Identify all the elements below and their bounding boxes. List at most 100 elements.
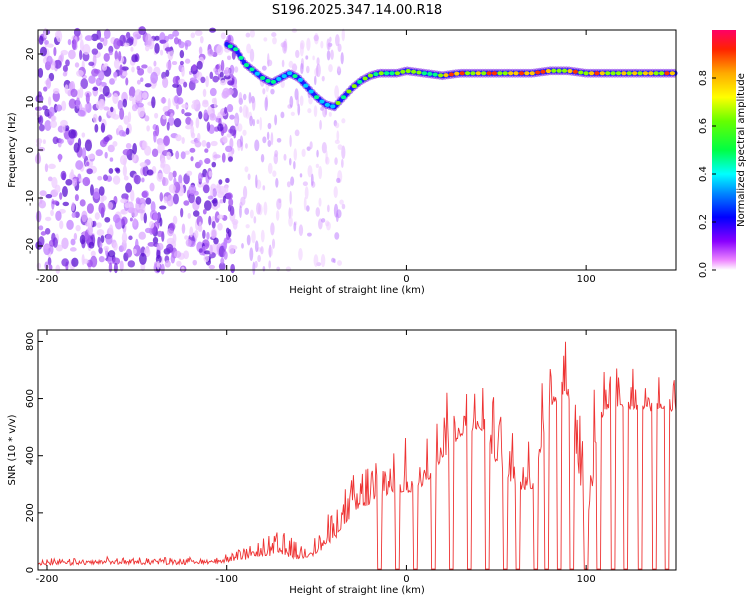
heatmap-cell	[341, 145, 346, 160]
heatmap-cell	[270, 132, 274, 146]
heatmap-cell	[197, 132, 201, 142]
heatmap-cell	[68, 98, 77, 109]
heatmap-cell	[203, 250, 211, 255]
heatmap-cell	[189, 226, 194, 238]
heatmap-cell	[81, 210, 88, 223]
heatmap-cell	[265, 78, 271, 83]
heatmap-cell	[202, 229, 206, 240]
heatmap-cell	[59, 138, 64, 144]
heatmap-cell	[283, 153, 287, 161]
heatmap-cell	[172, 30, 180, 37]
heatmap-cell	[330, 104, 336, 109]
heatmap-cell	[35, 210, 42, 223]
heatmap-cell	[103, 52, 110, 62]
heatmap-cell	[211, 229, 217, 239]
heatmap-cell	[162, 115, 167, 120]
heatmap-cell	[218, 179, 223, 185]
heatmap-cell	[37, 146, 46, 152]
heatmap-cell	[62, 71, 68, 77]
colorbar-tick-label: 0.8	[698, 70, 709, 86]
heatmap-cell	[241, 242, 244, 249]
heatmap-cell	[137, 68, 145, 76]
heatmap-cell	[39, 190, 47, 197]
heatmap-cell	[306, 205, 310, 212]
heatmap-cell	[205, 75, 209, 88]
heatmap-cell	[239, 205, 242, 218]
heatmap-cell	[93, 187, 101, 200]
heatmap-cell	[34, 106, 43, 111]
heatmap-cell	[256, 119, 260, 125]
heatmap-cell	[104, 216, 111, 223]
heatmap-cell	[163, 135, 170, 146]
heatmap-cell	[320, 40, 324, 49]
heatmap-cell	[249, 48, 255, 62]
heatmap-cell	[172, 215, 178, 225]
heatmap-cell	[120, 198, 128, 204]
heatmap-cell	[115, 168, 121, 174]
heatmap-cell	[169, 222, 176, 231]
heatmap-cell	[310, 173, 314, 186]
heatmap-cell	[508, 71, 514, 76]
heatmap-cell	[297, 103, 301, 116]
heatmap-cell	[210, 140, 218, 147]
heatmap-cell	[125, 127, 130, 135]
heatmap-cell	[545, 69, 552, 74]
heatmap-cell	[470, 71, 476, 76]
heatmap-cell	[192, 99, 200, 105]
heatmap-cell	[84, 35, 93, 42]
heatmap-cell	[259, 116, 263, 131]
heatmap-cell	[62, 201, 70, 207]
heatmap-cell	[97, 175, 103, 181]
heatmap-cell	[245, 32, 251, 38]
heatmap-x-axis: -200 -100 0 100	[36, 30, 596, 285]
heatmap-cell	[262, 136, 267, 144]
heatmap-cell	[637, 71, 643, 76]
heatmap-cell	[272, 36, 277, 45]
heatmap-cell	[357, 79, 363, 84]
heatmap-cell	[341, 118, 346, 124]
heatmap-cell	[271, 238, 276, 249]
heatmap-cell	[86, 203, 94, 214]
heatmap-cell	[333, 186, 338, 199]
heatmap-cell	[92, 86, 99, 91]
heatmap-x-tick-label: 0	[403, 274, 409, 285]
heatmap-cell	[234, 66, 239, 73]
heatmap-cell	[156, 172, 164, 182]
heatmap-cell	[36, 262, 42, 269]
heatmap-cell	[113, 58, 120, 69]
heatmap-cell	[114, 50, 119, 61]
heatmap-cell	[100, 122, 106, 133]
heatmap-cell	[112, 93, 119, 105]
heatmap-cell	[267, 59, 273, 67]
heatmap-cell	[289, 95, 294, 108]
heatmap-cell	[108, 224, 114, 237]
colorbar-tick-label: 0.6	[698, 118, 709, 134]
heatmap-cell	[326, 50, 331, 61]
heatmap-cell	[46, 43, 54, 48]
heatmap-cell	[96, 229, 105, 236]
heatmap-cell	[253, 216, 257, 224]
heatmap-cell	[92, 113, 98, 123]
heatmap-cell	[327, 204, 330, 213]
heatmap-cell	[313, 105, 318, 118]
heatmap-cell	[203, 109, 208, 120]
heatmap-cell	[47, 257, 52, 266]
heatmap-cell	[233, 47, 239, 52]
heatmap-cell	[190, 32, 196, 39]
heatmap-cell	[156, 230, 164, 238]
heatmap-cell	[245, 224, 250, 229]
heatmap-cell	[180, 207, 184, 218]
colorbar-tick-label: 0.0	[698, 262, 709, 278]
heatmap-cell	[147, 66, 153, 74]
heatmap-cell	[118, 129, 125, 137]
heatmap-cell	[529, 71, 535, 76]
heatmap-cell	[85, 92, 90, 104]
heatmap-cell	[40, 231, 47, 236]
heatmap-cell	[203, 200, 212, 211]
heatmap-cell	[159, 192, 164, 202]
heatmap-cell	[100, 235, 105, 244]
heatmap-cell	[282, 40, 288, 54]
heatmap-cell	[71, 212, 77, 218]
heatmap-cell	[52, 237, 58, 248]
snr-y-label: SNR (10 * v/v)	[7, 414, 18, 485]
